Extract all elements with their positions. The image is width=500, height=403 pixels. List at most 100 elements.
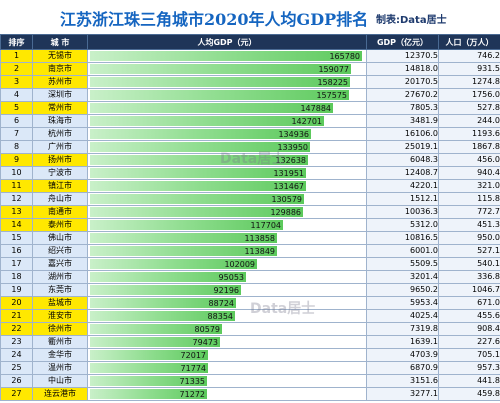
per-capita-gdp-bar: 95053 [90,272,246,282]
gdp-value: 4025.4 [366,309,439,323]
rank-cell: 14 [0,218,33,232]
table-row: 3 苏州市 158225 20170.5 1274.8 [0,75,500,89]
gdp-value: 6048.3 [366,153,439,167]
population-value: 950.0 [438,231,500,245]
bar-cell: 130579 [87,192,367,206]
per-capita-gdp-value: 113858 [244,234,275,243]
city-label: 衢州市 [32,335,88,349]
city-label: 广州市 [32,140,88,154]
gdp-value: 10816.5 [366,231,439,245]
per-capita-gdp-bar: 113849 [90,246,277,256]
gdp-value: 10036.3 [366,205,439,219]
city-label: 徐州市 [32,322,88,336]
population-value: 115.8 [438,192,500,206]
population-value: 1867.8 [438,140,500,154]
bar-cell: 92196 [87,283,367,297]
gdp-value: 5953.4 [366,296,439,310]
table-row: 21 淮安市 88354 4025.4 455.6 [0,309,500,323]
population-value: 931.5 [438,62,500,76]
bar-cell: 158225 [87,75,367,89]
population-value: 244.0 [438,114,500,128]
population-value: 336.8 [438,270,500,284]
per-capita-gdp-bar: 131951 [90,168,306,178]
population-value: 772.7 [438,205,500,219]
gdp-value: 3151.6 [366,374,439,388]
population-value: 441.8 [438,374,500,388]
per-capita-gdp-bar: 71774 [90,363,208,373]
population-value: 957.3 [438,361,500,375]
per-capita-gdp-value: 102009 [224,260,255,269]
bar-cell: 88354 [87,309,367,323]
per-capita-gdp-value: 142701 [291,117,322,126]
rank-cell: 12 [0,192,33,206]
per-capita-gdp-value: 147884 [300,104,331,113]
gdp-value: 3201.4 [366,270,439,284]
rank-cell: 22 [0,322,33,336]
rank-cell: 8 [0,140,33,154]
population-value: 1756.0 [438,88,500,102]
table-row: 14 泰州市 117704 5312.0 451.3 [0,218,500,232]
table-row: 9 扬州市 132638 6048.3 456.0 [0,153,500,167]
city-label: 盐城市 [32,296,88,310]
gdp-value: 3481.9 [366,114,439,128]
rank-cell: 9 [0,153,33,167]
rank-cell: 4 [0,88,33,102]
bar-cell: 113849 [87,244,367,258]
bar-cell: 147884 [87,101,367,115]
rank-cell: 17 [0,257,33,271]
table-row: 4 深圳市 157575 27670.2 1756.0 [0,88,500,102]
population-value: 451.3 [438,218,500,232]
city-label: 无锡市 [32,49,88,63]
gdp-value: 9650.2 [366,283,439,297]
per-capita-gdp-bar: 133950 [90,142,310,152]
per-capita-gdp-value: 133950 [277,143,308,152]
rank-cell: 16 [0,244,33,258]
gdp-value: 1639.1 [366,335,439,349]
per-capita-gdp-bar: 80579 [90,324,222,334]
table-row: 17 嘉兴市 102009 5509.5 540.1 [0,257,500,271]
per-capita-gdp-bar: 132638 [90,155,308,165]
table-row: 20 盐城市 88724 5953.4 671.0 [0,296,500,310]
bar-cell: 88724 [87,296,367,310]
per-capita-gdp-value: 131951 [273,169,304,178]
table-row: 15 佛山市 113858 10816.5 950.0 [0,231,500,245]
rank-cell: 23 [0,335,33,349]
rank-cell: 7 [0,127,33,141]
population-value: 459.8 [438,387,500,401]
gdp-value: 12408.7 [366,166,439,180]
bar-cell: 71272 [87,387,367,401]
per-capita-gdp-bar: 157575 [90,90,349,100]
per-capita-gdp-value: 79473 [192,338,218,347]
per-capita-gdp-value: 88724 [208,299,234,308]
column-header-gdp: GDP（亿元） [366,34,439,50]
per-capita-gdp-value: 95053 [218,273,244,282]
city-label: 扬州市 [32,153,88,167]
gdp-value: 5509.5 [366,257,439,271]
city-label: 南通市 [32,205,88,219]
bar-cell: 117704 [87,218,367,232]
gdp-value: 6870.9 [366,361,439,375]
rank-cell: 13 [0,205,33,219]
table-row: 10 宁波市 131951 12408.7 940.4 [0,166,500,180]
population-value: 908.4 [438,322,500,336]
table-row: 26 中山市 71335 3151.6 441.8 [0,374,500,388]
city-label: 湖州市 [32,270,88,284]
gdp-value: 25019.1 [366,140,439,154]
per-capita-gdp-bar: 147884 [90,103,333,113]
table-row: 13 南通市 129886 10036.3 772.7 [0,205,500,219]
table-row: 22 徐州市 80579 7319.8 908.4 [0,322,500,336]
population-value: 321.0 [438,179,500,193]
per-capita-gdp-value: 71272 [179,390,205,399]
population-value: 1193.6 [438,127,500,141]
gdp-value: 7805.3 [366,101,439,115]
bar-cell: 71335 [87,374,367,388]
title-bar: 江苏浙江珠三角城市2020年人均GDP排名 制表:Data居士 [0,0,500,34]
bar-cell: 159077 [87,62,367,76]
per-capita-gdp-value: 80579 [194,325,220,334]
city-label: 杭州市 [32,127,88,141]
city-label: 佛山市 [32,231,88,245]
column-header-per-capita-gdp: 人均GDP（元） [87,34,367,50]
city-label: 常州市 [32,101,88,115]
rank-cell: 26 [0,374,33,388]
per-capita-gdp-value: 129886 [270,208,301,217]
